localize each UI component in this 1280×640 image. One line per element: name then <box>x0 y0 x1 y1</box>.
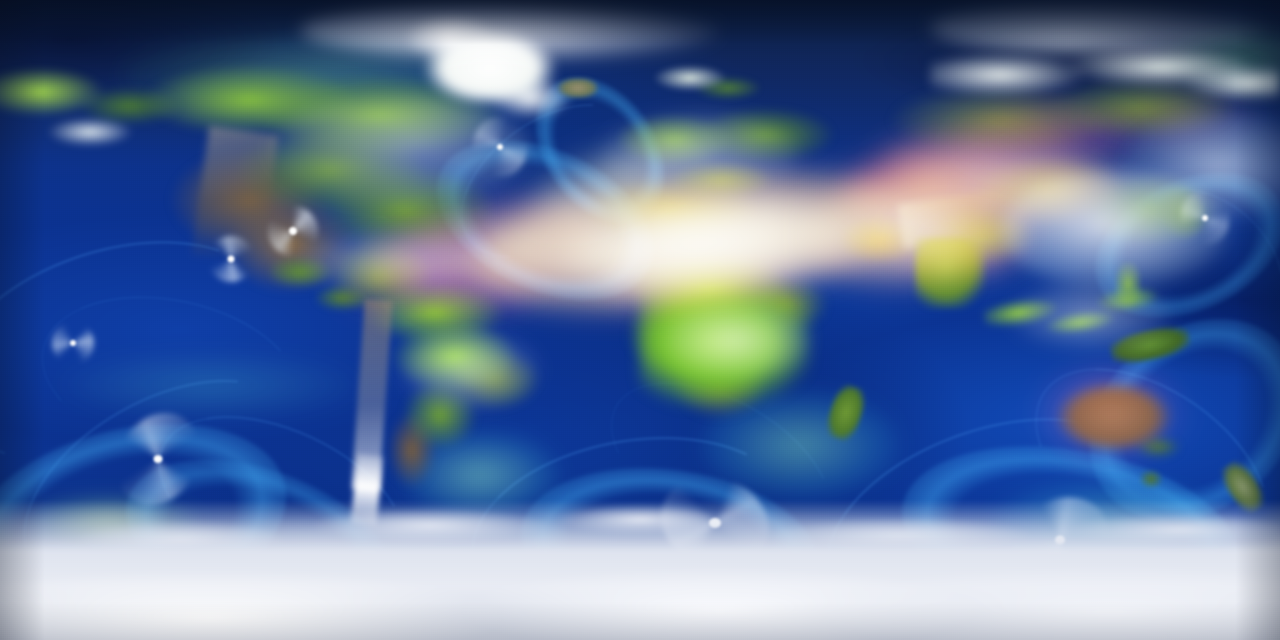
image-grain-texture <box>0 0 1280 640</box>
global-visualization-canvas: Global Aerosol and Biosphere Simulation <box>0 0 1280 640</box>
edge-vignette <box>0 0 1280 640</box>
